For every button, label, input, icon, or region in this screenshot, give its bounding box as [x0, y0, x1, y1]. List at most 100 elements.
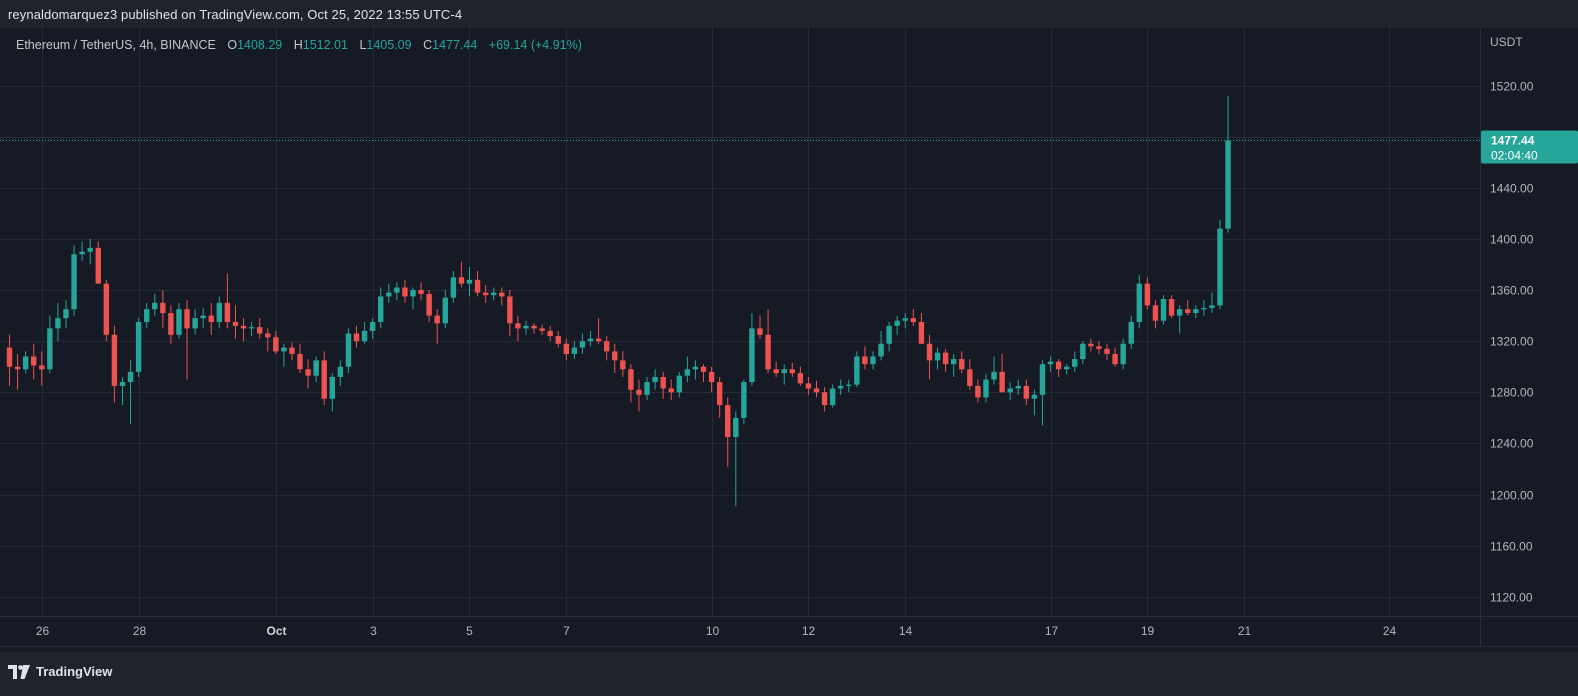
candle-body	[192, 318, 198, 329]
candle-body	[458, 277, 465, 284]
candle-body	[394, 287, 400, 293]
candle-body	[1072, 359, 1078, 367]
time-axis-tick-label: 28	[133, 624, 147, 638]
price-axis-tick-label: 1240.00	[1490, 437, 1534, 451]
candle-body	[854, 356, 860, 385]
price-axis-tick-label: 1360.00	[1490, 284, 1534, 298]
publish-header: reynaldomarquez3 published on TradingVie…	[0, 0, 1578, 28]
candle-body	[733, 417, 739, 438]
candle-body	[1160, 298, 1167, 321]
candle-body	[1112, 353, 1118, 365]
price-axis-tick-label: 1400.00	[1490, 233, 1534, 247]
candle-body	[1080, 343, 1086, 360]
candle-body	[595, 338, 602, 342]
candle-body	[1217, 228, 1223, 306]
time-axis-tick-label: 7	[563, 624, 570, 638]
chart-frame[interactable]: 1520.001480.001440.001400.001360.001320.…	[0, 28, 1578, 652]
candle-body	[176, 309, 182, 335]
candle-body	[369, 322, 376, 331]
candle-body	[1055, 361, 1062, 370]
candle-body	[240, 325, 247, 329]
price-axis-tick-label: 1280.00	[1490, 386, 1534, 400]
high-value: 1512.01	[302, 38, 348, 52]
candle-body	[378, 296, 384, 322]
candle-body	[579, 341, 586, 348]
candle-body	[547, 330, 553, 337]
candle-body	[886, 325, 892, 344]
candle-body	[539, 328, 545, 331]
candle-body	[571, 347, 578, 354]
candle-body	[1104, 348, 1110, 354]
candle-body	[636, 389, 642, 395]
candle-body	[612, 351, 618, 361]
candle-body	[628, 369, 634, 390]
close-value: 1477.44	[432, 38, 478, 52]
candle-body	[991, 371, 997, 380]
candle-body	[959, 359, 965, 370]
candle-body	[741, 382, 747, 418]
candle-body	[63, 309, 69, 319]
candle-body	[297, 353, 303, 370]
price-axis-tick-label: 1160.00	[1490, 540, 1533, 554]
candle-body	[6, 347, 13, 367]
axis-layer: 1520.001480.001440.001400.001360.001320.…	[0, 28, 1578, 647]
candle-body	[587, 338, 594, 342]
open-value: 1408.29	[237, 38, 283, 52]
candle-body	[248, 327, 255, 329]
time-axis-tick-label: 14	[899, 624, 913, 638]
candle-body	[426, 293, 432, 316]
candle-body	[87, 247, 93, 252]
candle-body	[410, 290, 416, 297]
candle-body	[1168, 298, 1175, 316]
candle-body	[676, 375, 683, 393]
candle-body	[160, 302, 166, 314]
change-value: +69.14 (+4.91%)	[488, 38, 582, 52]
candle-body	[232, 322, 239, 326]
candle-body	[289, 347, 295, 354]
candle-body	[1201, 307, 1207, 310]
candle-body	[1152, 305, 1159, 321]
candle-body	[152, 302, 158, 310]
last-price-value: 1477.44	[1491, 134, 1535, 148]
low-key: L	[359, 38, 367, 52]
candle-body	[1031, 394, 1038, 399]
time-axis-tick-label: 21	[1238, 624, 1252, 638]
candle-body	[603, 341, 610, 352]
time-axis-tick-label: 24	[1383, 624, 1397, 638]
candle-body	[902, 318, 908, 321]
candle-body	[684, 369, 691, 376]
candle-body	[361, 330, 368, 342]
candle-body	[660, 376, 666, 389]
tradingview-logo[interactable]: TradingView	[8, 664, 112, 679]
currency-label: USDT	[1490, 35, 1523, 49]
candle-body	[555, 336, 561, 344]
candle-body	[111, 334, 118, 386]
candle-body	[402, 287, 408, 297]
candle-body	[305, 369, 311, 376]
candle-body	[135, 322, 142, 372]
candle-body	[918, 322, 925, 344]
candle-body	[224, 302, 231, 322]
high-key: H	[293, 38, 303, 52]
candle-body	[143, 309, 150, 322]
candle-body	[345, 333, 352, 367]
candle-body	[1225, 140, 1231, 229]
candle-body	[200, 315, 206, 319]
candle-body	[79, 251, 85, 255]
candle-body	[474, 279, 481, 293]
candle-body	[1023, 385, 1030, 399]
candle-body	[813, 388, 820, 393]
time-axis-tick-label: Oct	[266, 624, 286, 638]
candle-body	[256, 327, 263, 334]
candle-body	[531, 325, 537, 329]
candlestick-chart[interactable]: 1520.001480.001440.001400.001360.001320.…	[0, 28, 1578, 652]
candle-body	[652, 376, 658, 383]
candle-body	[999, 371, 1005, 393]
candle-body	[450, 277, 457, 298]
candle-body	[168, 313, 174, 335]
candle-body	[418, 290, 424, 294]
time-axis-tick-label: 10	[706, 624, 720, 638]
tradingview-logo-icon	[8, 664, 30, 679]
candle-body	[386, 292, 392, 297]
candle-body	[563, 343, 570, 354]
